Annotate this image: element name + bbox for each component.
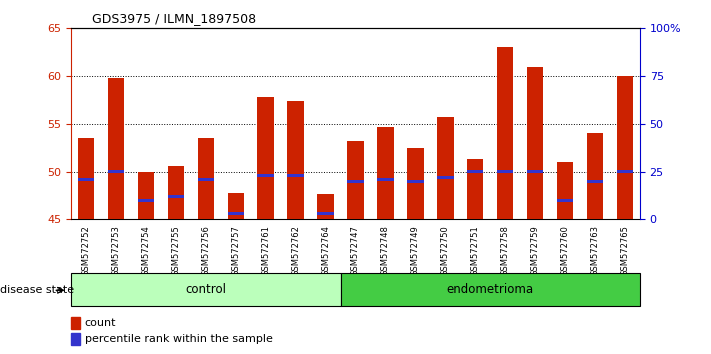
Text: GSM572763: GSM572763 [591, 225, 599, 276]
Bar [317, 194, 333, 219]
Bar [437, 117, 454, 219]
Text: GSM572748: GSM572748 [381, 225, 390, 276]
Bar [527, 170, 543, 173]
Bar [77, 138, 95, 219]
Text: GSM572752: GSM572752 [82, 225, 90, 276]
Bar [347, 141, 364, 219]
Text: endometrioma: endometrioma [447, 283, 534, 296]
Bar [616, 170, 634, 173]
Bar [341, 273, 640, 306]
Bar [587, 133, 603, 219]
Text: GSM572747: GSM572747 [351, 225, 360, 276]
Text: GSM572759: GSM572759 [530, 225, 540, 276]
Bar [467, 159, 483, 219]
Text: count: count [85, 318, 117, 329]
Bar [378, 178, 394, 181]
Text: GSM572751: GSM572751 [471, 225, 480, 276]
Bar [138, 172, 154, 219]
Text: GSM572750: GSM572750 [441, 225, 450, 276]
Bar [257, 97, 274, 219]
Bar [497, 47, 513, 219]
Text: GSM572765: GSM572765 [621, 225, 629, 276]
Text: disease state: disease state [0, 285, 74, 295]
Bar [71, 333, 80, 346]
Bar [437, 176, 454, 179]
Text: GSM572755: GSM572755 [171, 225, 181, 276]
Text: GSM572761: GSM572761 [261, 225, 270, 276]
Text: GDS3975 / ILMN_1897508: GDS3975 / ILMN_1897508 [92, 12, 257, 25]
Bar [168, 195, 184, 198]
Bar [557, 199, 573, 202]
Bar [287, 101, 304, 219]
Bar [497, 170, 513, 173]
Bar [557, 162, 573, 219]
Bar [616, 76, 634, 219]
Bar [108, 170, 124, 173]
Text: GSM572760: GSM572760 [560, 225, 570, 276]
Bar [71, 273, 341, 306]
Bar [347, 179, 364, 183]
Bar [378, 127, 394, 219]
Bar [467, 170, 483, 173]
Bar [138, 199, 154, 202]
Bar [77, 178, 95, 181]
Bar [228, 212, 244, 216]
Text: GSM572749: GSM572749 [411, 225, 420, 276]
Bar [527, 67, 543, 219]
Bar [407, 179, 424, 183]
Bar [317, 212, 333, 216]
Text: GSM572758: GSM572758 [501, 225, 510, 276]
Text: control: control [186, 283, 226, 296]
Text: GSM572762: GSM572762 [291, 225, 300, 276]
Text: GSM572754: GSM572754 [141, 225, 151, 276]
Text: GSM572756: GSM572756 [201, 225, 210, 276]
Text: percentile rank within the sample: percentile rank within the sample [85, 334, 272, 344]
Bar [198, 178, 214, 181]
Bar [287, 174, 304, 177]
Bar [257, 174, 274, 177]
Bar [198, 138, 214, 219]
Bar [168, 166, 184, 219]
Bar [71, 317, 80, 329]
Text: GSM572757: GSM572757 [231, 225, 240, 276]
Bar [228, 193, 244, 219]
Bar [587, 179, 603, 183]
Bar [108, 78, 124, 219]
Bar [407, 148, 424, 219]
Text: GSM572753: GSM572753 [112, 225, 120, 276]
Text: GSM572764: GSM572764 [321, 225, 330, 276]
